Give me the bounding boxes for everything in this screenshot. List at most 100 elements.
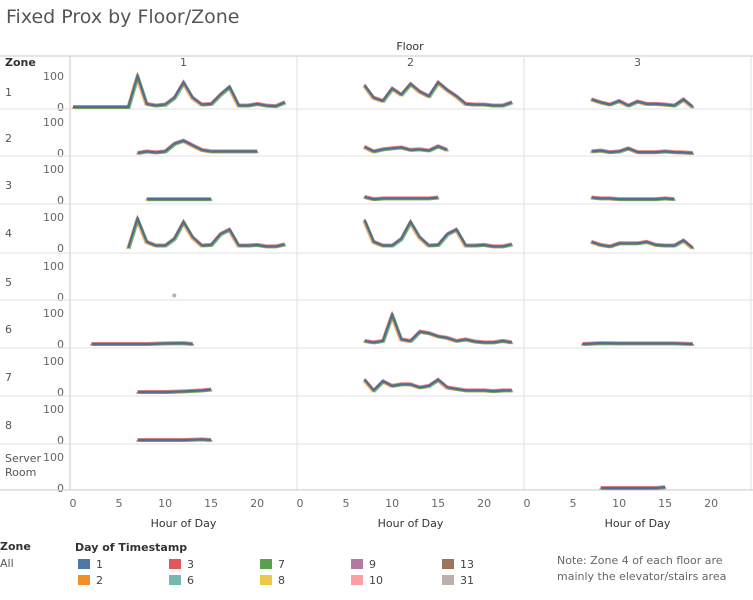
x-axis-title: Hour of Day — [378, 517, 444, 530]
series-line — [364, 311, 512, 344]
legend-item[interactable]: 3 — [169, 557, 194, 571]
chart-note: Note: Zone 4 of each floor are mainly th… — [557, 554, 727, 583]
series-line — [363, 80, 513, 107]
legend-label: 10 — [369, 573, 383, 587]
series-line — [364, 145, 448, 153]
series-line — [591, 196, 675, 201]
series-line — [363, 378, 512, 393]
y-tick-label: 0 — [57, 101, 64, 114]
legend-swatch — [169, 559, 181, 569]
series-line — [582, 341, 693, 346]
series-line-accent — [600, 485, 666, 488]
legend-swatch — [442, 559, 454, 569]
y-tick-label: 0 — [57, 147, 64, 160]
y-tick-label: 100 — [43, 260, 64, 273]
x-tick-label: 0 — [297, 497, 304, 510]
y-tick-label: 0 — [57, 386, 64, 399]
y-tick-label: 100 — [43, 403, 64, 416]
legend-item[interactable]: 7 — [260, 557, 285, 571]
x-tick-label: 0 — [70, 497, 77, 510]
series-line — [364, 195, 439, 201]
legend-swatch — [169, 575, 181, 585]
y-tick-label: 0 — [57, 434, 64, 447]
zone-label: 5 — [5, 276, 12, 289]
x-tick-label: 10 — [385, 497, 399, 510]
zone-label: 3 — [5, 179, 12, 192]
floor-header: Floor — [396, 40, 424, 53]
x-tick-label: 15 — [204, 497, 218, 510]
legend-swatch — [78, 575, 90, 585]
legend-zone-header: Zone — [0, 540, 31, 553]
series-line — [591, 238, 694, 249]
legend-label: 8 — [278, 573, 285, 587]
x-tick-label: 20 — [704, 497, 718, 510]
legend-label: 1 — [96, 557, 103, 571]
x-axis-title: Hour of Day — [151, 517, 217, 530]
zone-label: 1 — [5, 86, 12, 99]
legend-label: 3 — [187, 557, 194, 571]
x-tick-label: 15 — [431, 497, 445, 510]
x-tick-label: 10 — [612, 497, 626, 510]
x-tick-label: 5 — [570, 497, 577, 510]
legend-swatch — [260, 559, 272, 569]
floor-label: 2 — [407, 56, 414, 69]
legend-label: 7 — [278, 557, 285, 571]
legend-swatch — [442, 575, 454, 585]
y-tick-label: 0 — [57, 291, 64, 304]
series-line — [363, 219, 513, 248]
floor-label: 1 — [180, 56, 187, 69]
zone-header: Zone — [5, 56, 36, 69]
legend-zone-value[interactable]: All — [0, 557, 14, 570]
legend-swatch — [351, 559, 363, 569]
legend-label: 2 — [96, 573, 103, 587]
legend: Zone All Day of Timestamp 1 2 3 6 7 8 9 10 13 31 … — [0, 538, 753, 600]
series-line — [137, 139, 258, 155]
legend-item[interactable]: 6 — [169, 573, 194, 587]
legend-item[interactable]: 8 — [260, 573, 285, 587]
series-line — [91, 341, 193, 346]
x-tick-label: 20 — [250, 497, 264, 510]
series-line — [600, 486, 666, 490]
data-point — [172, 293, 177, 298]
series-line — [127, 215, 286, 249]
y-tick-label: 0 — [57, 482, 64, 495]
y-tick-label: 100 — [43, 355, 64, 368]
y-tick-label: 100 — [43, 211, 64, 224]
y-tick-label: 0 — [57, 242, 64, 255]
legend-day-items: 1 2 3 6 7 8 9 10 13 31 — [78, 557, 508, 597]
legend-swatch — [260, 575, 272, 585]
zone-label: Server Room — [5, 452, 42, 479]
y-tick-label: 100 — [43, 70, 64, 83]
zone-label: 7 — [5, 371, 12, 384]
y-tick-label: 100 — [43, 451, 64, 464]
x-tick-label: 15 — [658, 497, 672, 510]
x-tick-label: 5 — [116, 497, 123, 510]
chart-title: Fixed Prox by Floor/Zone — [6, 6, 240, 28]
y-tick-label: 100 — [43, 307, 64, 320]
legend-item[interactable]: 31 — [442, 573, 474, 587]
x-axis-title: Hour of Day — [605, 517, 671, 530]
zone-label: 8 — [5, 419, 12, 432]
series-line-accent — [363, 218, 513, 247]
series-line — [137, 438, 212, 442]
legend-label: 6 — [187, 573, 194, 587]
series-line — [73, 72, 286, 109]
series-line-accent — [127, 214, 286, 248]
legend-item[interactable]: 9 — [351, 557, 376, 571]
series-line — [591, 147, 693, 155]
legend-item[interactable]: 13 — [442, 557, 474, 571]
zone-label: 2 — [5, 132, 12, 145]
legend-item[interactable]: 1 — [78, 557, 103, 571]
legend-label: 31 — [460, 573, 474, 587]
floor-label: 3 — [634, 56, 641, 69]
y-tick-label: 100 — [43, 116, 64, 129]
legend-item[interactable]: 10 — [351, 573, 383, 587]
legend-swatch — [351, 575, 363, 585]
zone-label: 4 — [5, 227, 12, 240]
legend-item[interactable]: 2 — [78, 573, 103, 587]
legend-swatch — [78, 559, 90, 569]
x-tick-label: 20 — [477, 497, 491, 510]
y-tick-label: 100 — [43, 163, 64, 176]
legend-day-header: Day of Timestamp — [75, 541, 188, 554]
